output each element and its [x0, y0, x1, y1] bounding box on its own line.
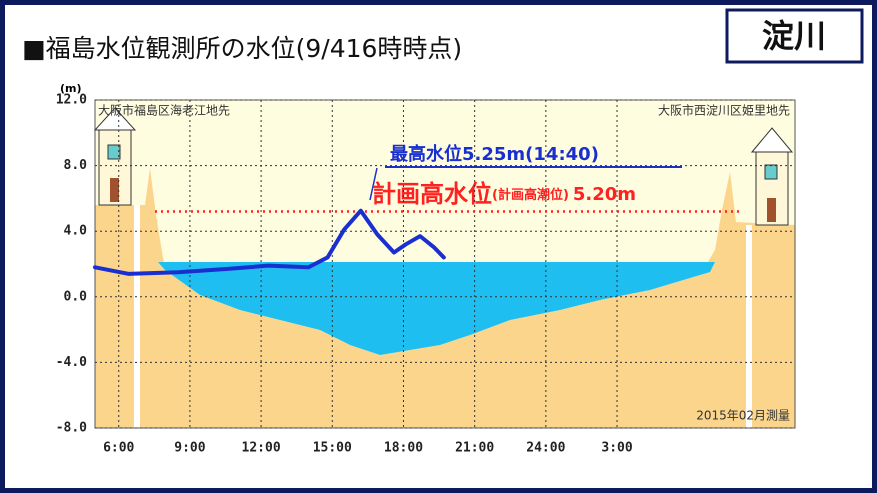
chart: ■福島水位観測所の水位(9/416時時点) 淀川 (m) 大阪市福島区海老江地先… [0, 0, 877, 493]
x-tick-label: 21:00 [455, 441, 494, 456]
x-tick-label: 15:00 [313, 441, 352, 456]
y-tick-label: 12.0 [56, 93, 87, 108]
badge: 淀川 [762, 17, 826, 55]
bank-label: 大阪市福島区海老江地先 [98, 103, 230, 118]
levee-strip [134, 205, 140, 428]
reference-value: 5.20m [573, 184, 636, 205]
chart-title: ■福島水位観測所の水位(9/416時時点) [22, 34, 462, 63]
peak-annotation: 最高水位5.25m(14:40) [390, 143, 599, 165]
levee-strip [746, 225, 752, 428]
reference-name: 計画高水位 [372, 180, 492, 208]
bank-label: 大阪市西淀川区姫里地先 [658, 103, 790, 118]
survey-note: 2015年02月測量 [696, 409, 790, 423]
y-tick-label: 0.0 [64, 289, 88, 304]
y-tick-label: 4.0 [64, 224, 88, 239]
x-tick-label: 3:00 [601, 441, 632, 456]
y-tick-label: -4.0 [56, 355, 87, 370]
reference-sub-name: (計画高潮位) [492, 187, 569, 203]
x-tick-label: 12:00 [242, 441, 281, 456]
x-tick-label: 18:00 [384, 441, 423, 456]
x-tick-label: 9:00 [174, 441, 205, 456]
y-tick-label: 8.0 [64, 158, 88, 173]
y-tick-label: -8.0 [56, 421, 87, 436]
x-tick-label: 6:00 [103, 441, 134, 456]
page: ■福島水位観測所の水位(9/416時時点) 淀川 (m) 大阪市福島区海老江地先… [0, 0, 877, 493]
x-tick-label: 24:00 [526, 441, 565, 456]
